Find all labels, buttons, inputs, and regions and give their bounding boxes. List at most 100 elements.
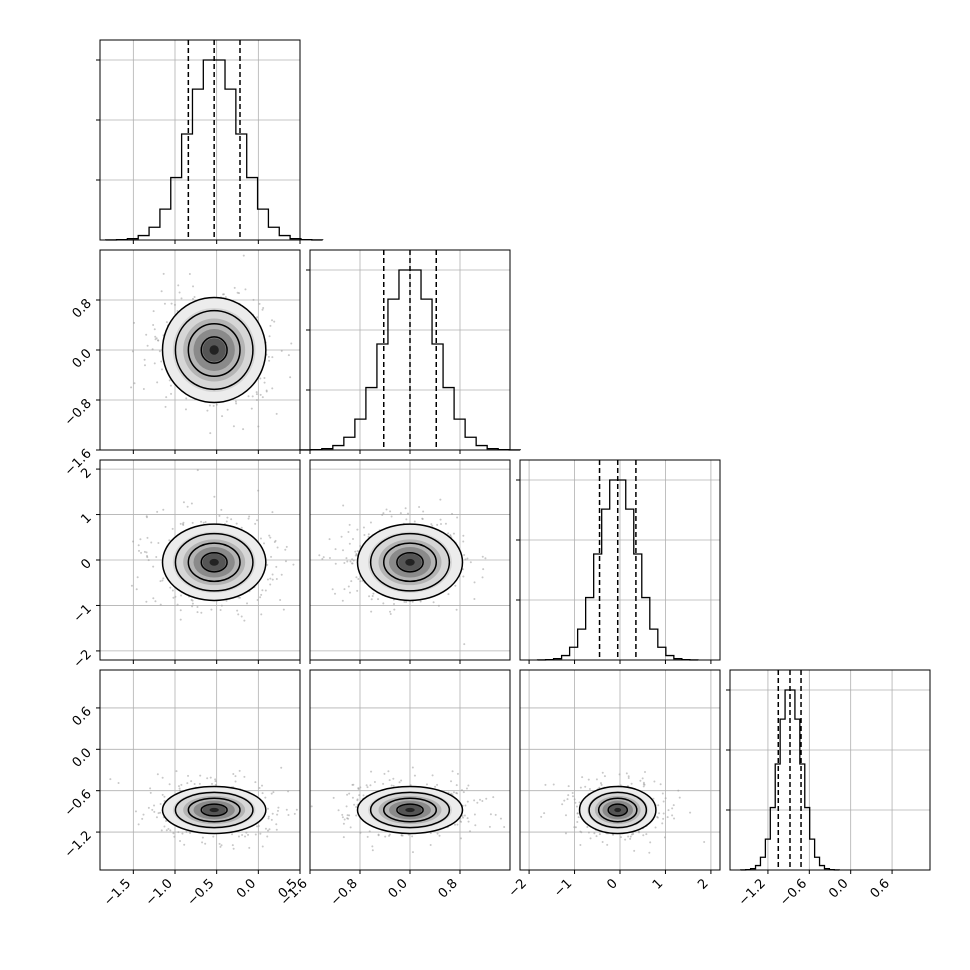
sample-point <box>577 816 580 819</box>
sample-point <box>154 335 157 338</box>
sample-point <box>270 555 273 558</box>
sample-point <box>601 771 604 774</box>
sample-point <box>271 319 274 322</box>
sample-point <box>543 812 546 815</box>
sample-point <box>351 796 354 799</box>
sample-point <box>363 533 366 536</box>
sample-point <box>639 779 642 782</box>
sample-point <box>476 801 479 804</box>
sample-point <box>460 789 463 792</box>
sample-point <box>212 835 215 838</box>
sample-point <box>152 310 155 313</box>
sample-point <box>346 560 349 563</box>
density-contour <box>597 797 638 823</box>
sample-point <box>422 510 425 513</box>
sample-point <box>135 588 138 591</box>
sample-point <box>244 835 247 838</box>
sample-point <box>272 791 275 794</box>
sample-point <box>351 562 354 565</box>
sample-point <box>234 400 237 403</box>
sample-point <box>356 798 359 801</box>
sample-point <box>436 783 439 786</box>
sample-point <box>354 550 357 553</box>
sample-point <box>331 588 334 591</box>
sample-point <box>268 359 271 362</box>
sample-point <box>179 609 182 612</box>
density-contour <box>383 797 437 823</box>
sample-point <box>224 296 227 299</box>
sample-point <box>419 600 422 603</box>
x-tick-label: −1.0 <box>143 876 176 909</box>
sample-point <box>151 348 154 351</box>
sample-point <box>450 792 453 795</box>
sample-point <box>168 539 171 542</box>
sample-point <box>382 782 385 785</box>
sample-point <box>143 550 146 553</box>
sample-point <box>290 342 293 345</box>
sample-point <box>178 291 181 294</box>
sample-point <box>334 548 337 551</box>
x-tick-label: 0.0 <box>826 876 851 901</box>
sample-point <box>341 599 344 602</box>
sample-point <box>150 541 153 544</box>
sample-point <box>147 559 150 562</box>
sample-point <box>462 791 465 794</box>
sample-point <box>359 580 362 583</box>
sample-point <box>254 522 257 525</box>
sample-point <box>656 816 659 819</box>
sample-point <box>221 415 224 418</box>
sample-point <box>332 796 335 799</box>
density-fill <box>405 807 415 813</box>
sample-point <box>137 544 140 547</box>
sample-point <box>580 831 583 834</box>
sample-point <box>256 598 259 601</box>
sample-point <box>196 469 199 472</box>
sample-point <box>576 812 579 815</box>
sample-point <box>455 608 458 611</box>
x-tick-label: 0.0 <box>386 876 411 901</box>
sample-point <box>190 502 193 505</box>
sample-point <box>589 837 592 840</box>
sample-point <box>267 817 270 820</box>
sample-point <box>234 780 237 783</box>
x-tick-label: −1 <box>551 876 575 900</box>
sample-point <box>209 776 212 779</box>
sample-point <box>347 585 350 588</box>
sample-point <box>163 795 166 798</box>
sample-point <box>340 535 343 538</box>
sample-point <box>349 826 352 829</box>
sample-point <box>133 321 136 324</box>
sample-point <box>145 551 148 554</box>
sample-point <box>366 786 369 789</box>
x-tick-label: −0.5 <box>185 876 218 909</box>
sample-point <box>384 835 387 838</box>
sample-point <box>473 598 476 601</box>
sample-point <box>348 792 351 795</box>
sample-point <box>159 580 162 583</box>
sample-point <box>240 615 243 618</box>
sample-point <box>169 829 172 832</box>
sample-point <box>404 507 407 510</box>
sample-point <box>213 495 216 498</box>
sample-point <box>252 298 255 301</box>
sample-point <box>368 595 371 598</box>
sample-point <box>642 834 645 837</box>
sample-point <box>184 408 187 411</box>
sample-point <box>181 832 184 835</box>
sample-point <box>248 846 251 849</box>
sample-point <box>163 825 166 828</box>
sample-point <box>411 766 414 769</box>
sample-point <box>261 784 264 787</box>
sample-point <box>186 505 189 508</box>
sample-point <box>259 537 262 540</box>
sample-point <box>633 849 636 852</box>
sample-point <box>345 557 348 560</box>
sample-point <box>251 395 254 398</box>
sample-point <box>171 589 174 592</box>
sample-point <box>200 611 203 614</box>
sample-point <box>467 784 470 787</box>
sample-point <box>346 793 349 796</box>
sample-point <box>649 841 652 844</box>
sample-point <box>133 382 136 385</box>
sample-point <box>425 783 428 786</box>
